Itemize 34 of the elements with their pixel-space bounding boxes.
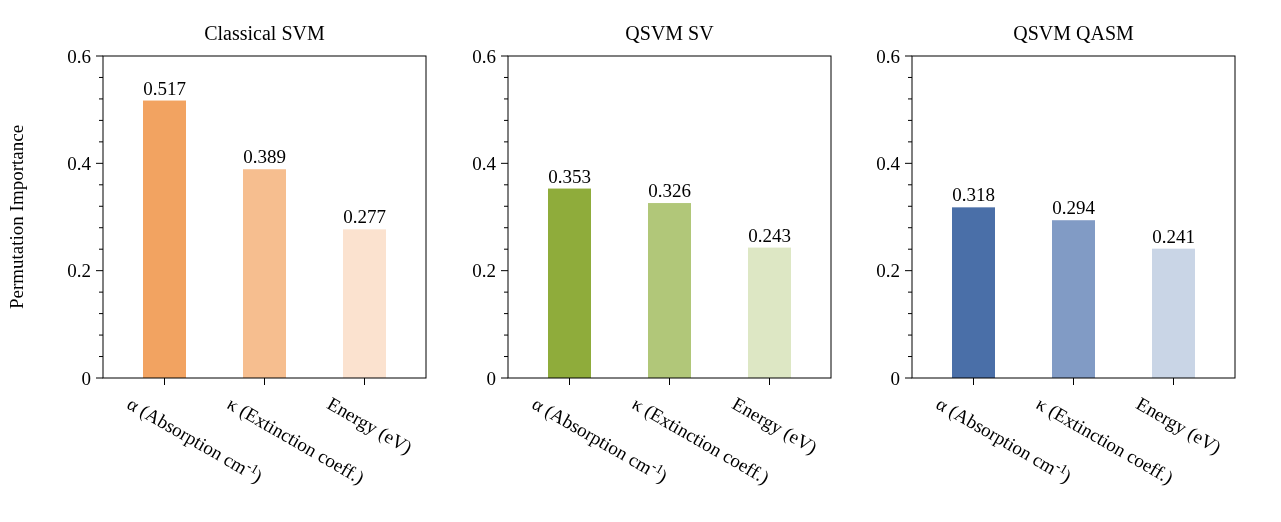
y-tick-label: 0.6 — [472, 45, 496, 67]
y-tick-label: 0.2 — [472, 260, 496, 282]
data-label: 0.277 — [343, 206, 386, 228]
bar — [1152, 248, 1195, 378]
y-tick-label: 0.4 — [876, 152, 901, 174]
data-label: 0.517 — [143, 77, 186, 99]
y-tick-label: 0 — [890, 367, 900, 389]
bar — [648, 203, 691, 378]
data-label: 0.243 — [748, 224, 791, 246]
bar — [143, 100, 186, 378]
data-label: 0.353 — [548, 165, 591, 187]
bar — [548, 188, 591, 378]
y-tick-label: 0 — [81, 367, 91, 389]
y-tick-label: 0.6 — [67, 45, 91, 67]
chart-title: Classical SVM — [204, 22, 325, 44]
y-tick-label: 0.4 — [472, 152, 497, 174]
bar — [343, 229, 386, 378]
data-label: 0.294 — [1052, 197, 1096, 219]
data-label: 0.241 — [1152, 225, 1195, 247]
y-tick-label: 0 — [486, 367, 496, 389]
bar — [1052, 220, 1095, 378]
bar — [748, 247, 791, 378]
bar — [243, 169, 286, 378]
data-label: 0.389 — [243, 146, 286, 168]
data-label: 0.326 — [648, 180, 691, 202]
bar — [952, 207, 995, 378]
y-tick-label: 0.6 — [876, 45, 900, 67]
chart-title: QSVM QASM — [1013, 22, 1135, 44]
y-tick-label: 0.4 — [67, 152, 92, 174]
chart-title: QSVM SV — [625, 22, 715, 44]
data-label: 0.318 — [952, 184, 995, 206]
y-tick-label: 0.2 — [876, 260, 900, 282]
y-tick-label: 0.2 — [67, 260, 91, 282]
y-axis-title: Permutation Importance — [6, 124, 27, 310]
